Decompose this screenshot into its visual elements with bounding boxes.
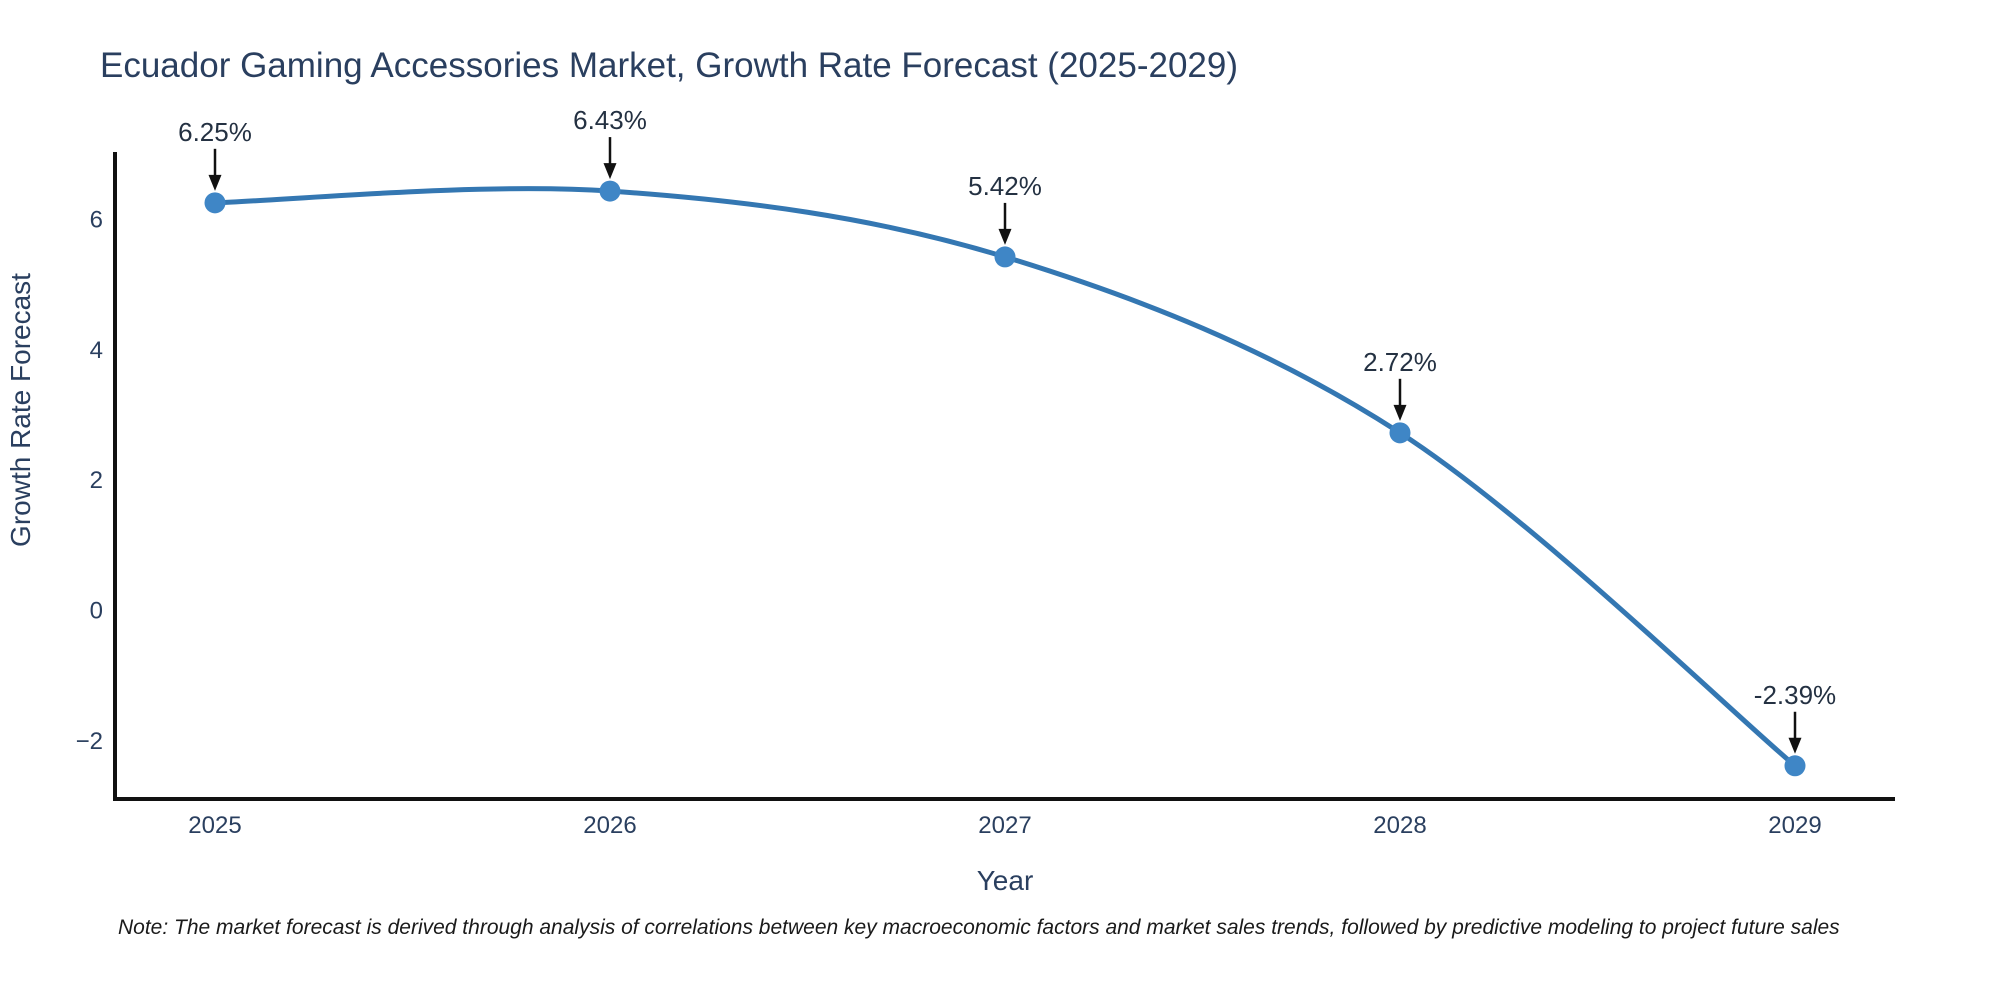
- data-point[interactable]: [204, 192, 226, 214]
- y-tick-label: −2: [76, 728, 103, 755]
- annotation-arrowhead: [998, 228, 1012, 245]
- y-axis-title: Growth Rate Forecast: [5, 273, 36, 547]
- x-tick-label: 2027: [978, 812, 1031, 839]
- x-tick-label: 2026: [583, 812, 636, 839]
- data-point[interactable]: [994, 246, 1016, 268]
- data-point-label: 6.25%: [178, 117, 252, 147]
- data-point-label: 6.43%: [573, 105, 647, 135]
- data-point[interactable]: [599, 180, 621, 202]
- chart-note: Note: The market forecast is derived thr…: [118, 916, 1840, 939]
- y-tick-label: 6: [90, 207, 103, 234]
- annotation-arrowhead: [208, 174, 222, 191]
- x-tick-label: 2028: [1373, 812, 1426, 839]
- y-tick-label: 4: [90, 337, 103, 364]
- annotation-arrowhead: [603, 163, 617, 180]
- data-point-label: -2.39%: [1754, 680, 1836, 710]
- x-tick-label: 2029: [1768, 812, 1821, 839]
- chart-title: Ecuador Gaming Accessories Market, Growt…: [100, 46, 1238, 85]
- data-point[interactable]: [1784, 755, 1806, 777]
- x-tick-label: 2025: [188, 812, 241, 839]
- y-tick-label: 0: [90, 598, 103, 625]
- y-tick-label: 2: [90, 467, 103, 494]
- x-axis-title: Year: [977, 865, 1034, 896]
- forecast-line: [212, 186, 1798, 769]
- data-point-label: 5.42%: [968, 171, 1042, 201]
- annotation-arrowhead: [1393, 404, 1407, 421]
- data-point-label: 2.72%: [1363, 347, 1437, 377]
- annotation-arrowhead: [1788, 737, 1802, 754]
- data-point[interactable]: [1389, 422, 1411, 444]
